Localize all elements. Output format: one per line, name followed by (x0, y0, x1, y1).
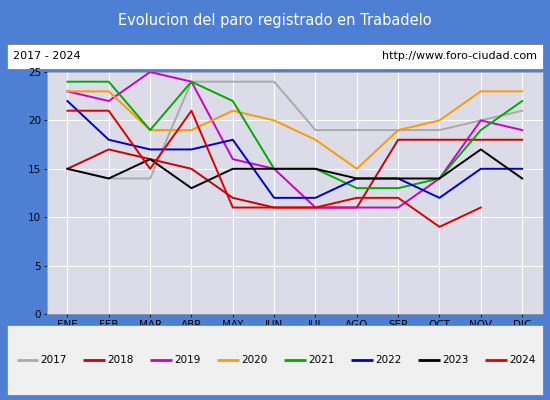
Text: 2017: 2017 (41, 355, 67, 365)
Text: Evolucion del paro registrado en Trabadelo: Evolucion del paro registrado en Trabade… (118, 14, 432, 28)
Text: 2019: 2019 (174, 355, 201, 365)
Text: 2018: 2018 (108, 355, 134, 365)
Text: 2024: 2024 (509, 355, 536, 365)
Text: 2021: 2021 (309, 355, 335, 365)
Text: 2020: 2020 (241, 355, 268, 365)
Text: http://www.foro-ciudad.com: http://www.foro-ciudad.com (382, 52, 537, 62)
Text: 2023: 2023 (442, 355, 469, 365)
Text: 2022: 2022 (376, 355, 402, 365)
Text: 2017 - 2024: 2017 - 2024 (13, 52, 80, 62)
